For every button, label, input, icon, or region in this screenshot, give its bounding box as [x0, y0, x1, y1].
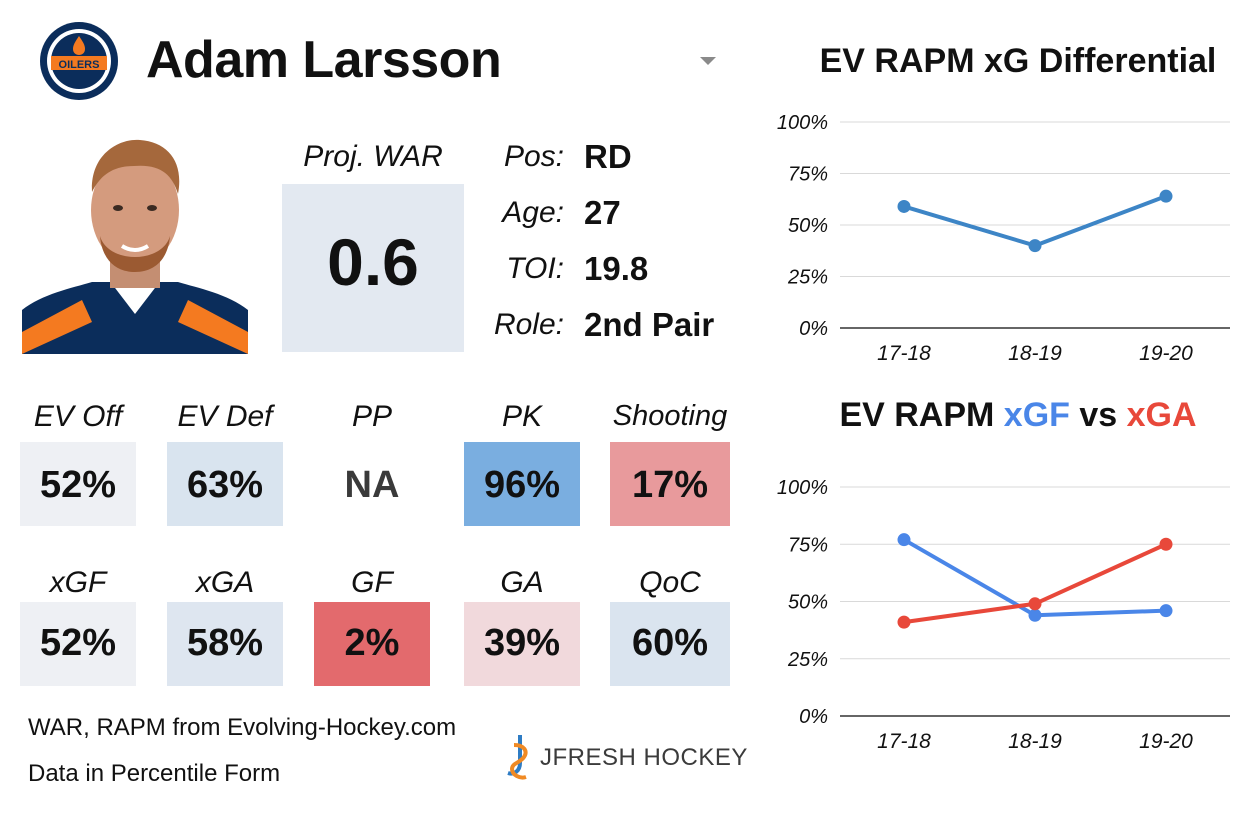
proj-war-box: [282, 184, 464, 352]
chart1-ytick-label: 25%: [787, 267, 828, 289]
chart2-ytick-label: 50%: [788, 592, 828, 614]
age-label: Age:: [502, 196, 564, 229]
xgf-value: 52%: [39, 622, 117, 664]
shooting-tile: [610, 442, 730, 526]
pp-tile: [314, 442, 430, 526]
chart1-xtick-label: 17-18: [877, 342, 931, 365]
ga-tile: [464, 602, 580, 686]
chart2-point-xGF: [897, 533, 911, 547]
shooting-label: Shooting: [612, 400, 728, 432]
pp-label: PP: [351, 400, 393, 433]
chart2-point-xGF: [1159, 604, 1173, 618]
chart1-point-0: [1028, 239, 1042, 253]
team-logo: OILERS: [38, 20, 120, 102]
ev-off-label: EV Off: [33, 400, 123, 433]
chart2-title-xgf: xGF: [1003, 396, 1070, 434]
age-value: 27: [584, 194, 621, 231]
role-label: Role:: [493, 308, 564, 341]
position-value: RD: [584, 138, 632, 175]
player-name: Adam Larsson: [146, 31, 502, 89]
toi-label: TOI:: [506, 252, 564, 285]
ga-label: GA: [500, 566, 544, 599]
chart1-ytick-label: 50%: [788, 215, 828, 237]
chart2-xtick-label: 19-20: [1139, 730, 1193, 753]
player-dropdown-caret-icon[interactable]: [700, 57, 716, 65]
ev-def-tile: [167, 442, 283, 526]
jfresh-logo-icon: [504, 733, 534, 783]
chart1-xtick-label: 18-19: [1008, 342, 1062, 365]
qoc-value: 60%: [631, 622, 709, 664]
chart1-ytick-label: 0%: [799, 318, 828, 340]
qoc-label: QoC: [639, 566, 701, 599]
chart2-ytick-label: 75%: [788, 534, 828, 556]
toi-value: 19.8: [584, 250, 649, 287]
gf-tile: [314, 602, 430, 686]
ev-def-value: 63%: [186, 464, 264, 506]
player-headshot-icon: [22, 139, 248, 354]
xga-label: xGA: [195, 566, 255, 599]
gf-label: GF: [351, 566, 393, 599]
chart2-title-xga: xGA: [1126, 396, 1197, 434]
source-credit: WAR, RAPM from Evolving-Hockey.com: [28, 714, 457, 741]
chart1-title: EV RAPM xG Differential: [819, 42, 1217, 80]
data-form-note: Data in Percentile Form: [28, 760, 281, 787]
proj-war-value: 0.6: [327, 225, 419, 299]
chart1-ytick-label: 100%: [777, 112, 828, 134]
chart2-title-vs: vs: [1069, 396, 1127, 434]
oilers-logo-icon: OILERS: [40, 22, 118, 100]
shooting-value: 17%: [631, 464, 709, 506]
xga-value: 58%: [186, 622, 264, 664]
player-photo: [22, 132, 248, 354]
chart2-point-xGA: [897, 615, 911, 629]
pk-label: PK: [501, 400, 543, 433]
chart1-ytick-label: 75%: [788, 164, 828, 186]
chart1-point-0: [1159, 189, 1173, 203]
brand-name: JFRESH HOCKEY: [540, 744, 748, 771]
chart2-title-prefix: EV RAPM: [839, 396, 1004, 434]
gf-value: 2%: [344, 622, 400, 664]
ev-def-label: EV Def: [177, 400, 273, 433]
chart2-ytick-label: 0%: [799, 706, 828, 728]
xgf-label: xGF: [49, 566, 107, 599]
chart2-point-xGF: [1028, 608, 1042, 622]
role-value: 2nd Pair: [584, 306, 715, 343]
ev-off-value: 52%: [39, 464, 117, 506]
chart2-title: EV RAPM xGF vs xGA: [798, 396, 1238, 435]
ga-value: 39%: [483, 622, 561, 664]
proj-war-label: Proj. WAR: [303, 140, 443, 173]
chart1-point-0: [897, 199, 911, 213]
xgf-tile: [20, 602, 136, 686]
chart2-point-xGA: [1159, 537, 1173, 551]
chart1-xtick-label: 19-20: [1139, 342, 1193, 365]
qoc-tile: [610, 602, 730, 686]
ev-off-tile: [20, 442, 136, 526]
pk-tile: [464, 442, 580, 526]
xga-tile: [167, 602, 283, 686]
position-label: Pos:: [503, 140, 564, 173]
chart2-ytick-label: 25%: [787, 649, 828, 671]
pp-value: NA: [344, 464, 400, 506]
chart2-point-xGA: [1028, 597, 1042, 611]
logo-wordmark: OILERS: [59, 59, 100, 71]
chart2-xtick-label: 18-19: [1008, 730, 1062, 753]
pk-value: 96%: [483, 464, 561, 506]
chart2-xtick-label: 17-18: [877, 730, 931, 753]
chart2-ytick-label: 100%: [777, 477, 828, 499]
